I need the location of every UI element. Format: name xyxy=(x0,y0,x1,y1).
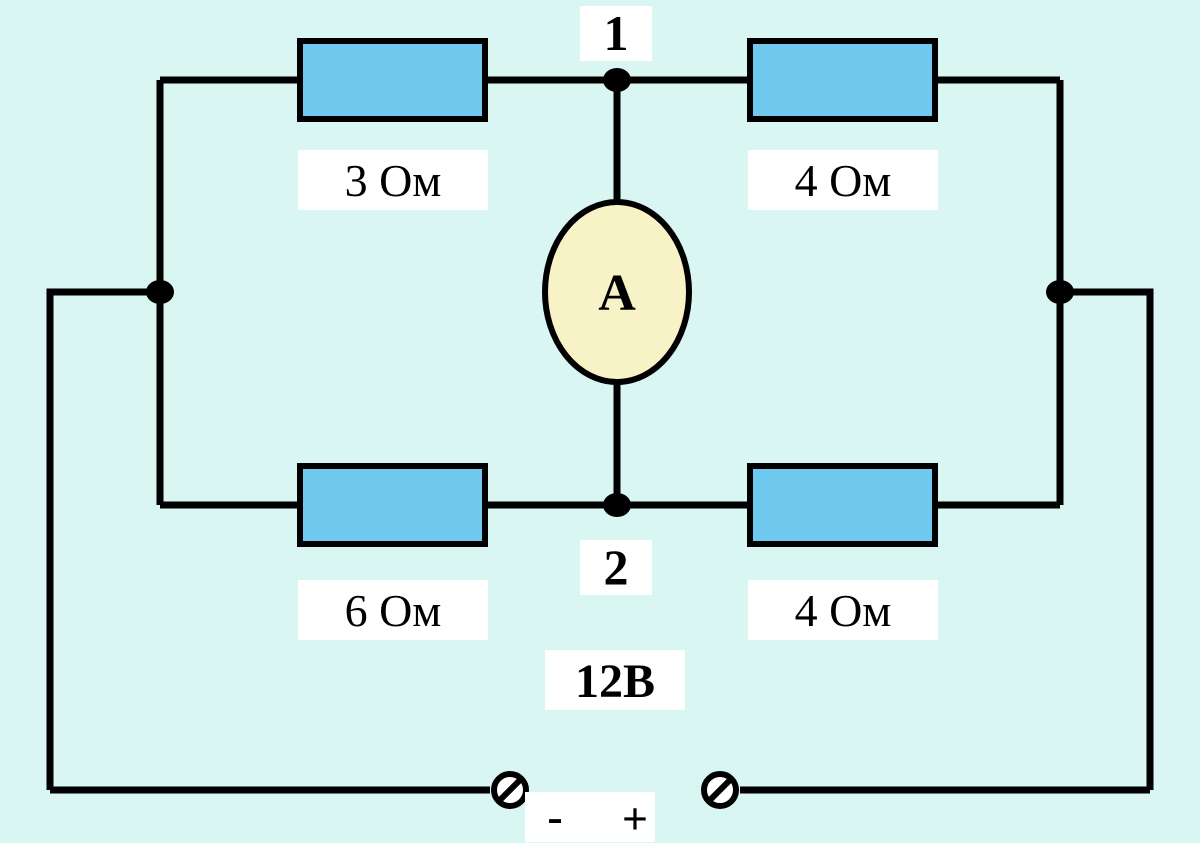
r2-value: 4 Ом xyxy=(795,155,892,206)
terminal-plus xyxy=(704,774,736,806)
node-left xyxy=(146,280,174,304)
terminal-minus xyxy=(494,774,526,806)
ammeter-label: A xyxy=(598,265,636,322)
r3-value: 6 Ом xyxy=(345,585,442,636)
resistor-r2 xyxy=(750,41,935,119)
wire-right-outer xyxy=(1060,292,1150,790)
minus-label: - xyxy=(547,791,562,842)
node-right xyxy=(1046,280,1074,304)
wire-left-outer xyxy=(50,292,160,790)
plus-label: + xyxy=(622,793,648,843)
r1-value: 3 Ом xyxy=(345,155,442,206)
resistor-r4 xyxy=(750,466,935,544)
node-1 xyxy=(603,68,631,92)
resistor-r1 xyxy=(300,41,485,119)
r4-value: 4 Ом xyxy=(795,585,892,636)
voltage-label: 12В xyxy=(575,655,655,708)
node-2 xyxy=(603,493,631,517)
node1-label: 1 xyxy=(604,5,629,61)
node2-label: 2 xyxy=(604,539,629,595)
resistor-r3 xyxy=(300,466,485,544)
circuit-diagram: A 1 2 3 Ом 4 Ом 6 Ом 4 Ом 12В - + xyxy=(0,0,1200,843)
